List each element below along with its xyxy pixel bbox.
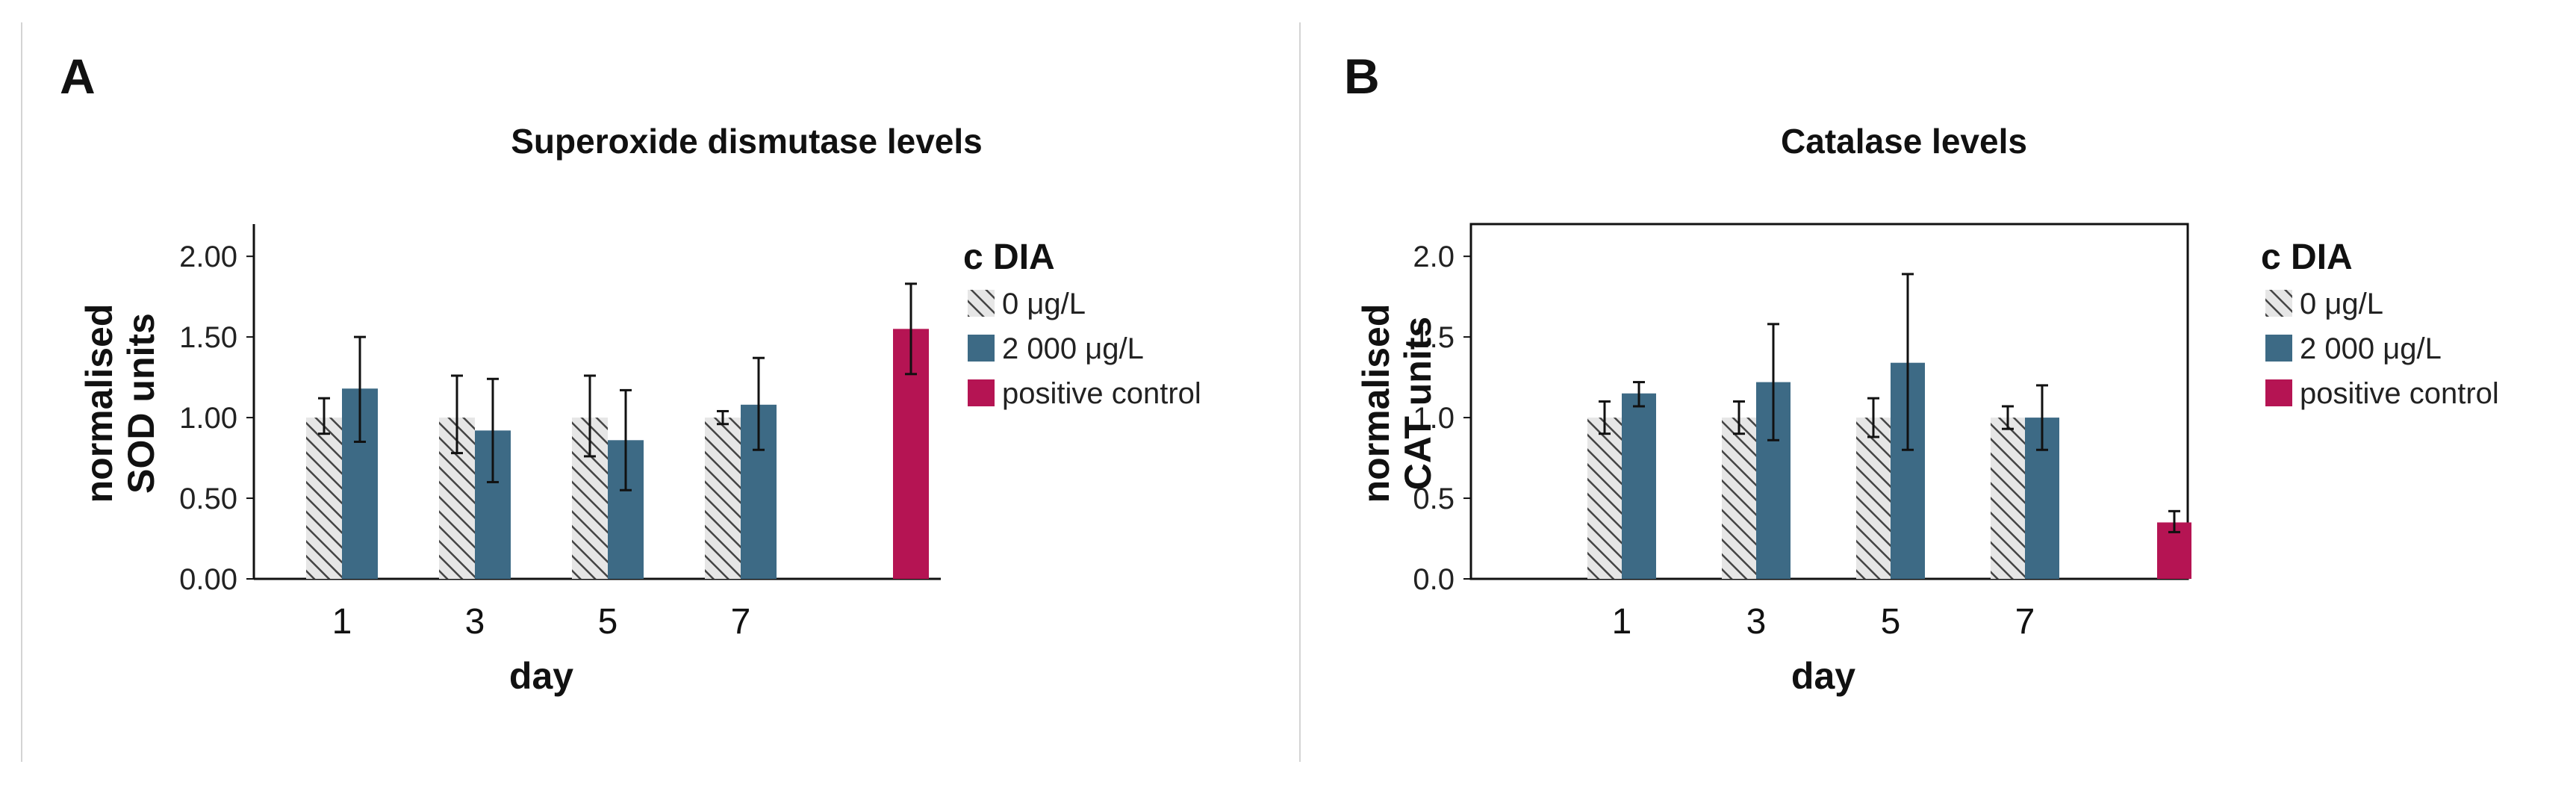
legend-label: 2 000 μg/L (2300, 332, 2442, 365)
panel-b: B Catalase levels 0.0 0.5 1.0 1.5 2.0 normalise… (1314, 0, 2569, 791)
x-tick-label: 7 (731, 602, 751, 642)
legend-label: 0 μg/L (1002, 288, 1086, 320)
panel-letter: B (1344, 49, 1380, 104)
legend-label: positive control (2300, 377, 2499, 410)
y-axis-label: normalisedCAT units (1355, 304, 1439, 503)
legend-swatch (968, 290, 995, 317)
legend-swatch (968, 335, 995, 362)
legend-swatch (2265, 335, 2292, 362)
y-axis-label-line: normalised (1355, 304, 1397, 503)
y-tick-label: 1.5 (1413, 321, 1455, 354)
panel-a: A Superoxide dismutase levels 0.00 0.50 1.00… (30, 0, 1284, 791)
legend-swatch (968, 379, 995, 406)
y-axis-label-line: SOD units (120, 313, 162, 494)
chart-panel-b: B Catalase levels 0.0 0.5 1.0 1.5 2.0 normalise… (1344, 49, 2499, 697)
x-tick-label: 5 (598, 602, 618, 642)
x-axis-label: day (1791, 655, 1855, 697)
legend-label: 2 000 μg/L (1002, 332, 1144, 365)
bar-treatment (1622, 393, 1656, 579)
legend-title: c DIA (963, 238, 1055, 277)
bar-control (1856, 418, 1891, 579)
legend-label: positive control (1002, 377, 1201, 410)
x-tick-label: 5 (1881, 602, 1901, 642)
bar-control (1991, 418, 2025, 579)
legend-label: 0 μg/L (2300, 288, 2383, 320)
y-tick-label: 0.50 (179, 483, 237, 515)
y-tick-label: 1.0 (1413, 402, 1455, 435)
chart-panel-a: A Superoxide dismutase levels 0.00 0.50 1.00… (60, 49, 1201, 697)
plot-frame (1469, 223, 2189, 580)
y-tick-label: 0.5 (1413, 483, 1455, 515)
chart-title: Catalase levels (1781, 122, 2027, 161)
y-tick-label: 2.0 (1413, 241, 1455, 273)
panel-divider-middle (1299, 22, 1301, 762)
bar-control (306, 418, 342, 579)
legend-title: c DIA (2261, 238, 2353, 277)
y-tick-label: 1.00 (179, 402, 237, 435)
x-tick-label: 3 (1746, 602, 1767, 642)
y-tick-label: 0.00 (179, 563, 237, 596)
panel-letter: A (60, 49, 96, 104)
y-tick-label: 2.00 (179, 241, 237, 273)
bar-control (705, 418, 741, 579)
y-axis-label: normalisedSOD units (78, 304, 162, 503)
x-axis-label: day (509, 655, 573, 697)
y-tick-label: 0.0 (1413, 563, 1455, 596)
x-tick-label: 7 (2015, 602, 2035, 642)
x-tick-label: 3 (465, 602, 485, 642)
y-tick-label: 1.50 (179, 321, 237, 354)
legend-swatch (2265, 379, 2292, 406)
x-tick-label: 1 (332, 602, 352, 642)
legend-swatch (2265, 290, 2292, 317)
chart-title: Superoxide dismutase levels (511, 122, 983, 161)
y-axis-label-line: normalised (78, 304, 120, 503)
panel-divider-left (21, 22, 22, 762)
bar-control (1587, 418, 1622, 579)
x-tick-label: 1 (1612, 602, 1632, 642)
y-axis-label-line: CAT units (1397, 317, 1439, 490)
bar-control (1722, 418, 1756, 579)
